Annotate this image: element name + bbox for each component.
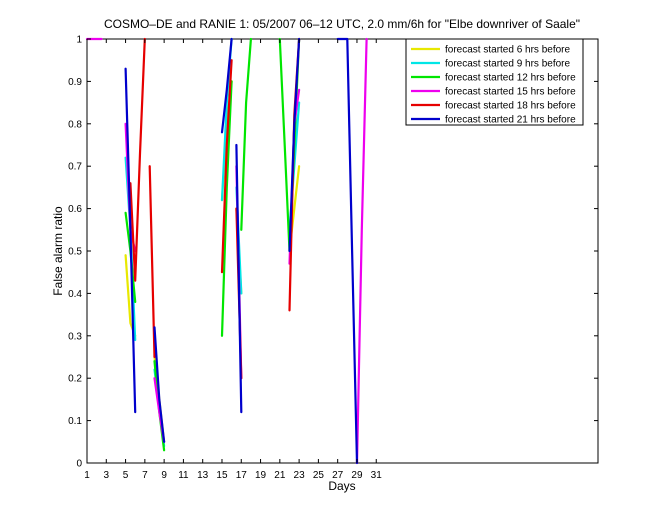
y-tick-label-1: 0 [76, 459, 82, 470]
x-tick-label-4: 7 [142, 470, 148, 481]
series-5-segment-1 [129, 37, 146, 282]
series-5-segment-3 [220, 59, 233, 274]
x-tick-label-1: 1 [84, 470, 90, 481]
x-tick-label-2: 3 [104, 470, 110, 481]
legend-box [405, 38, 584, 126]
legend-label-5: forecast started 18 hrs before [445, 101, 576, 112]
series-4-segment-6 [355, 37, 368, 465]
x-tick-label-9: 17 [236, 470, 248, 481]
y-tick-label-7: 0.6 [68, 204, 82, 215]
legend-entries: forecast started 6 hrs before forecast st… [411, 45, 576, 126]
y-tick-label-10: 0.9 [68, 77, 82, 88]
x-tick-label-13: 25 [313, 470, 325, 481]
x-tick-label-14: 27 [332, 470, 344, 481]
legend-label-4: forecast started 15 hrs before [445, 87, 576, 98]
y-tick-label-2: 0.1 [68, 416, 82, 427]
y-tick-label-9: 0.8 [68, 119, 82, 130]
series-6-segment-2 [153, 326, 166, 443]
x-tick-label-16: 31 [371, 470, 383, 481]
legend-label-1: forecast started 6 hrs before [445, 45, 571, 56]
legend-label-2: forecast started 9 hrs before [445, 59, 571, 70]
series-layer [85, 37, 368, 465]
y-tick-label-6: 0.5 [68, 247, 82, 258]
x-tick-label-6: 11 [178, 470, 189, 481]
y-tick-label-11: 1 [76, 35, 82, 46]
tick-layer: 1 3 5 7 9 11 13 15 17 19 21 23 25 27 29 3100.10.20.30.4… [68, 35, 598, 481]
y-tick-label-4: 0.3 [68, 331, 82, 342]
x-axis-label: Days [328, 479, 355, 493]
x-tick-label-12: 23 [294, 470, 306, 481]
x-tick-label-3: 5 [123, 470, 129, 481]
x-tick-label-7: 13 [197, 470, 209, 481]
y-tick-label-8: 0.7 [68, 162, 82, 173]
x-tick-label-15: 29 [351, 470, 363, 481]
series-6-segment-6 [336, 37, 359, 465]
series-6-segment-5 [288, 37, 301, 253]
legend: forecast started 6 hrs before forecast st… [405, 38, 584, 126]
series-5-segment-2 [148, 165, 156, 359]
x-tick-label-10: 19 [255, 470, 267, 481]
x-tick-label-8: 15 [216, 470, 228, 481]
series-6-segment-3 [220, 37, 233, 134]
x-tick-label-5: 9 [161, 470, 167, 481]
x-tick-label-11: 21 [274, 470, 286, 481]
y-tick-label-5: 0.4 [68, 289, 82, 300]
y-tick-label-3: 0.2 [68, 374, 82, 385]
legend-label-6: forecast started 21 hrs before [445, 115, 576, 126]
chart-title: COSMO–DE and RANIE 1: 05/2007 06–12 UTC,… [104, 17, 580, 31]
series-3-segment-3 [220, 80, 233, 337]
legend-label-3: forecast started 12 hrs before [445, 73, 576, 84]
y-axis-label: False alarm ratio [51, 206, 65, 296]
series-6 [124, 37, 359, 465]
series-6-segment-4 [235, 143, 243, 414]
series-3-segment-4 [240, 37, 252, 231]
series-6-segment-1 [124, 67, 137, 414]
